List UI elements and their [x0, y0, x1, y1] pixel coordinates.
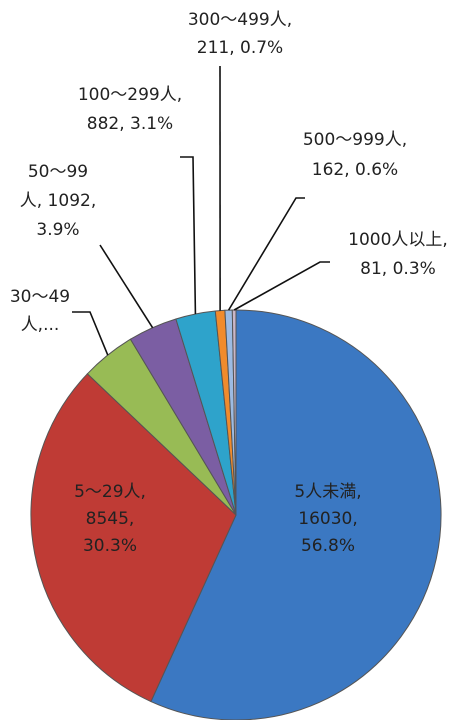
data-label-line: 56.8%: [301, 536, 355, 556]
data-label-line: 1000人以上,: [348, 230, 448, 250]
leader-line: [99, 244, 154, 329]
data-label-line: 30.3%: [83, 536, 137, 556]
data-label-line: 882, 3.1%: [87, 114, 173, 134]
data-label: 300〜499人, 211, 0.7%: [188, 10, 292, 58]
data-label-line: 5〜29人,: [74, 482, 146, 502]
data-label: 100〜299人, 882, 3.1%: [78, 85, 182, 134]
leader-line: [233, 261, 330, 311]
data-label-line: 211, 0.7%: [197, 38, 283, 58]
leader-line: [180, 156, 197, 315]
data-label-line: 5人未満,: [294, 482, 361, 502]
data-label-line: 16030,: [298, 509, 357, 529]
data-label-line: 人, 1092,: [20, 191, 96, 211]
data-label-line: 100〜299人,: [78, 85, 182, 105]
data-label-line: 3.9%: [36, 220, 79, 240]
data-label-line: 50〜99: [28, 162, 88, 182]
data-label: 50〜99 人, 1092, 3.9%: [20, 162, 96, 240]
data-label: 30〜49 人,...: [10, 287, 70, 335]
data-label-line: 162, 0.6%: [312, 160, 398, 180]
data-label-line: 人,...: [21, 315, 60, 335]
data-label-line: 81, 0.3%: [360, 259, 436, 279]
data-label: 1000人以上, 81, 0.3%: [348, 230, 448, 279]
data-label: 500〜999人, 162, 0.6%: [303, 130, 407, 180]
data-label-line: 500〜999人,: [303, 130, 407, 150]
data-label-line: 30〜49: [10, 287, 70, 307]
leader-line: [72, 311, 109, 356]
data-label: 5〜29人, 8545, 30.3%: [74, 482, 146, 556]
data-label: 5人未満, 16030, 56.8%: [294, 482, 361, 556]
pie-slice: [150, 309, 442, 720]
data-label-line: 300〜499人,: [188, 10, 292, 30]
pie-slice: [30, 373, 237, 703]
data-label-line: 8545,: [86, 509, 135, 529]
leader-line: [227, 197, 305, 311]
